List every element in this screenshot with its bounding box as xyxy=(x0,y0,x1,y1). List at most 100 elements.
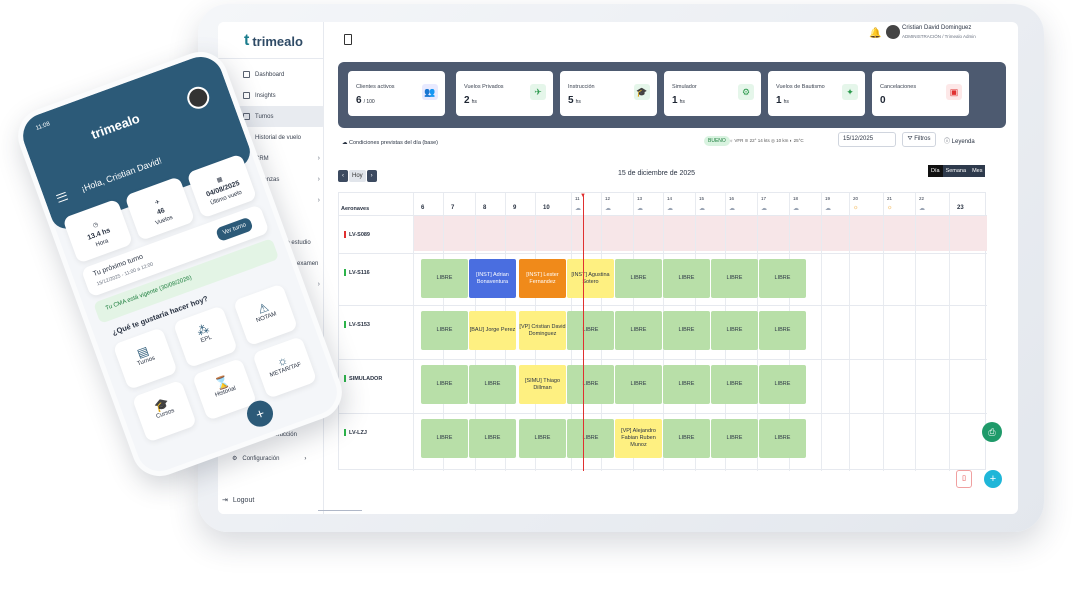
logout-button[interactable]: ⇥ Logout xyxy=(222,496,255,505)
free-slot[interactable]: LIBRE xyxy=(421,365,468,404)
menu-icon[interactable] xyxy=(56,191,69,203)
users-icon: 👥 xyxy=(422,84,438,100)
view-month-button[interactable]: Mes xyxy=(969,165,986,177)
booking-block[interactable]: [BAU] Jorge Perez xyxy=(469,311,516,350)
booking-block[interactable]: [INST] Agustina Sotero xyxy=(567,259,614,298)
phone-mockup: 11:08 trimealo ¡Hola, Cristian David! ◷ … xyxy=(0,44,350,484)
status-indicator xyxy=(344,321,346,328)
view-day-button[interactable]: Día xyxy=(928,165,943,177)
free-slot[interactable]: LIBRE xyxy=(567,365,614,404)
chevron-right-icon: › xyxy=(317,176,320,183)
booking-block[interactable]: [SIMU] Thiago Dillman xyxy=(519,365,566,404)
stat-label: Simulador xyxy=(672,84,697,90)
status-indicator xyxy=(344,231,346,238)
booking-block[interactable]: [INST] Lester Fernandez xyxy=(519,259,566,298)
weather-icon: ☼ xyxy=(887,205,893,211)
free-slot[interactable]: LIBRE xyxy=(663,311,710,350)
hour-label: 23 xyxy=(957,205,964,211)
free-slot[interactable]: LIBRE xyxy=(615,365,662,404)
hour-label: 18 xyxy=(793,196,799,201)
today-button[interactable]: Hoy xyxy=(349,170,366,182)
free-slot[interactable]: LIBRE xyxy=(421,259,468,298)
chevron-right-icon: › xyxy=(317,155,320,162)
pdf-button[interactable]: ▯ xyxy=(956,470,972,488)
tile-epl[interactable]: ⁂ EPL xyxy=(172,305,239,369)
next-day-button[interactable]: › xyxy=(366,170,377,182)
stat-label: Vuelos Privados xyxy=(464,84,504,90)
stat-card: Cancelaciones 0 ▣ xyxy=(872,71,969,116)
hour-label: 22 xyxy=(919,196,925,201)
weather-icon: ☁ xyxy=(761,206,767,212)
free-slot[interactable]: LIBRE xyxy=(663,259,710,298)
print-fab-button[interactable]: ⎙ xyxy=(982,422,1002,442)
view-week-button[interactable]: Semana xyxy=(942,165,970,177)
free-slot[interactable]: LIBRE xyxy=(759,259,806,298)
weather-icon: ☁ xyxy=(919,206,925,212)
free-slot[interactable]: LIBRE xyxy=(711,365,758,404)
hour-label: 9 xyxy=(513,205,517,211)
free-slot[interactable]: LIBRE xyxy=(759,365,806,404)
phone-screen: 11:08 trimealo ¡Hola, Cristian David! ◷ … xyxy=(10,44,350,484)
tile-turnos[interactable]: ▤ Turnos xyxy=(112,327,178,391)
hour-column xyxy=(413,193,414,471)
free-slot[interactable]: LIBRE xyxy=(711,419,758,458)
free-slot[interactable]: LIBRE xyxy=(759,419,806,458)
hour-column xyxy=(915,193,916,471)
weather-icon: ☁ xyxy=(729,206,735,212)
free-slot[interactable]: LIBRE xyxy=(663,419,710,458)
weather-icon: ☼ xyxy=(853,205,859,211)
free-slot[interactable]: LIBRE xyxy=(421,419,468,458)
sidebar-item[interactable]: Insights xyxy=(238,85,324,106)
current-time-marker-icon: ▼ xyxy=(580,193,586,199)
stat-label: Cancelaciones xyxy=(880,84,917,90)
free-slot[interactable]: LIBRE xyxy=(567,311,614,350)
aircraft-label: LV-S089 xyxy=(344,231,370,238)
aircraft-label: SIMULADOR xyxy=(344,375,382,382)
free-slot[interactable]: LIBRE xyxy=(759,311,806,350)
menu-item-icon xyxy=(243,71,250,78)
booking-block[interactable]: [VP] Alejandro Fabian Ruben Munoz xyxy=(615,419,662,458)
sidebar-item-configuracion[interactable]: ⚙ Configuración › xyxy=(232,455,307,463)
user-name: Cristian David Dominguez xyxy=(902,25,972,31)
free-slot[interactable]: LIBRE xyxy=(469,365,516,404)
free-slot[interactable]: LIBRE xyxy=(519,419,566,458)
legend-button[interactable]: ⓘ Leyenda xyxy=(944,139,975,145)
aircraft-label: LV-S153 xyxy=(344,321,370,328)
sidebar-item[interactable]: Dashboard xyxy=(238,64,324,85)
free-slot[interactable]: LIBRE xyxy=(567,419,614,458)
free-slot[interactable]: LIBRE xyxy=(615,311,662,350)
bell-icon[interactable]: 🔔 xyxy=(869,28,882,39)
filters-button[interactable]: ⛛ Filtros xyxy=(902,132,936,147)
prev-day-button[interactable]: ‹ xyxy=(338,170,348,182)
free-slot[interactable]: LIBRE xyxy=(711,259,758,298)
tile-notam[interactable]: ⚠ NOTAM xyxy=(232,283,299,347)
hour-label: 10 xyxy=(543,205,550,211)
view-toggle: Día Semana Mes xyxy=(928,165,986,177)
stat-card: Instrucción 5 hs 🎓 xyxy=(560,71,657,116)
app-logo: t trimealo xyxy=(244,32,303,49)
free-slot[interactable]: LIBRE xyxy=(615,259,662,298)
tile-cursos[interactable]: 🎓 Cursos xyxy=(131,379,198,443)
see-turn-button[interactable]: Ver turno xyxy=(215,216,255,243)
date-input[interactable]: 15/12/2025 xyxy=(838,132,896,147)
free-slot[interactable]: LIBRE xyxy=(663,365,710,404)
stat-card: Clientes activos 6/ 100 👥 xyxy=(348,71,445,116)
free-slot[interactable]: LIBRE xyxy=(711,311,758,350)
add-fab-button[interactable]: + xyxy=(984,470,1002,488)
free-slot[interactable]: LIBRE xyxy=(469,419,516,458)
booking-block[interactable]: [VP] Cristian David Dominguez xyxy=(519,311,566,350)
simulator-icon: ⚙ xyxy=(738,84,754,100)
sidebar-toggle-icon[interactable] xyxy=(344,34,352,45)
hour-label: 12 xyxy=(605,196,611,201)
hour-label: 19 xyxy=(825,196,831,201)
free-slot[interactable]: LIBRE xyxy=(421,311,468,350)
conditions-details: ☼ VFR ≋ 22° 14 kts ◎ 10 km ◐ 25°C xyxy=(729,138,804,143)
phone-avatar[interactable] xyxy=(184,83,213,112)
stat-value: 1 hs xyxy=(672,95,685,106)
avatar[interactable] xyxy=(886,25,900,39)
logout-icon: ⇥ xyxy=(222,497,228,504)
booking-block[interactable]: [INST] Adrian Bonaventura xyxy=(469,259,516,298)
stat-card: Vuelos de Bautismo 1 hs ✦ xyxy=(768,71,865,116)
stat-value: 0 xyxy=(880,95,886,106)
tile-metar[interactable]: ☼ METAR/TAF xyxy=(252,335,318,399)
